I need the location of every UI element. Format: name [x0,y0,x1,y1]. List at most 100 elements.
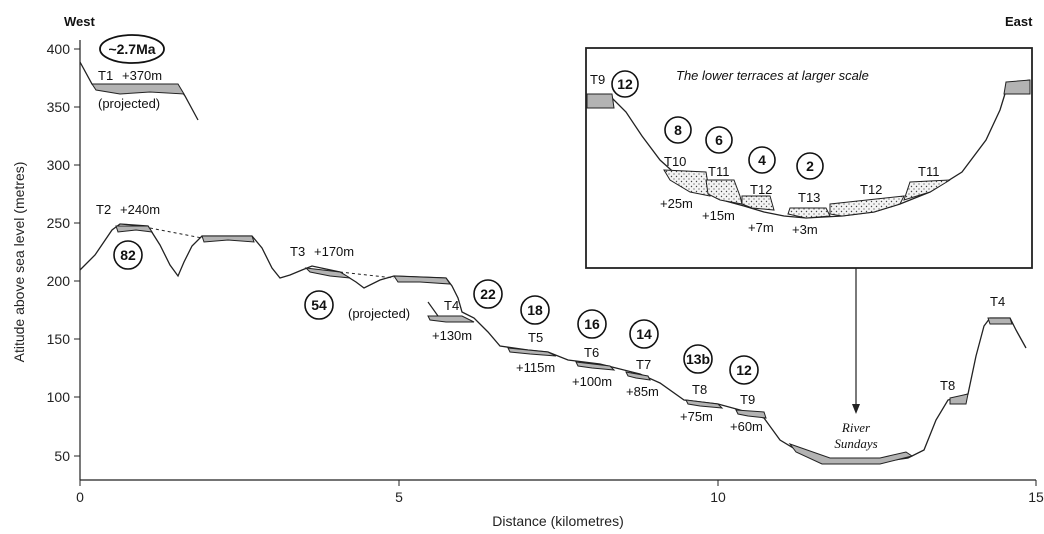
river-label-line2: Sundays [834,436,877,451]
inset-terrace-t12 [741,195,775,211]
age-label: 54 [311,297,327,313]
inset-terrace-height: +3m [792,222,818,237]
terrace-patch-t4 [427,315,475,323]
inset-age-label: 4 [758,152,766,168]
age-label: ~2.7Ma [108,41,155,57]
inset-terrace-name: T11 [918,164,939,179]
inset-age-label: 12 [617,76,633,92]
terrace-patch-east-t8 [949,393,969,405]
inset-arrow [852,268,860,414]
inset-terrace-name: T10 [664,154,686,169]
inset-terrace-t10 [663,169,711,197]
x-tick-label: 5 [395,489,403,505]
x-tick-label: 0 [76,489,84,505]
age-label: 82 [120,247,136,263]
x-axis-title: Distance (kilometres) [492,513,623,529]
west-label: West [64,14,95,29]
y-tick-label: 150 [47,331,71,347]
east-label: East [1005,14,1033,29]
y-tick-label: 300 [47,157,71,173]
axes: 50 100 150 200 250 300 350 400 0 5 10 15… [11,40,1044,529]
x-tick-label: 10 [710,489,726,505]
age-label: 13b [686,351,710,367]
inset-panel: The lower terraces at larger scale T9 T1… [585,47,1033,269]
y-axis-title: Atitude above sea level (metres) [11,162,27,363]
terrace-name: T8 [692,382,707,397]
inset-terrace-name: T11 [708,164,729,179]
age-markers: ~2.7Ma 82 54 22 18 16 14 13b 12 [99,34,759,385]
y-tick-label: 250 [47,215,71,231]
terrace-height: +85m [626,384,659,399]
inset-age-label: 6 [715,132,723,148]
inset-age-label: 2 [806,158,814,174]
terrace-patch-t2b [201,235,255,243]
x-ticks: 0 5 10 15 [76,480,1044,505]
terrace-name: T4 [444,298,459,313]
projection-line-t2 [149,227,203,239]
age-label: 22 [480,286,496,302]
terrace-patch-t9 [735,409,767,419]
terrace-name: T4 [990,294,1005,309]
age-label: 14 [636,326,652,342]
y-ticks: 50 100 150 200 250 300 350 400 [47,41,80,464]
age-ellipse [99,34,165,64]
terrace-patch-t2 [115,225,154,233]
inset-title: The lower terraces at larger scale [676,68,869,83]
inset-terrace-t11-right [903,179,951,201]
inset-terrace-patch-t9 [586,93,615,109]
inset-terrace-t13 [787,207,831,219]
terrace-name: T3 [290,244,305,259]
y-tick-label: 400 [47,41,71,57]
terrace-patch-t6 [575,361,616,371]
terrace-height: +100m [572,374,612,389]
y-tick-label: 50 [54,448,70,464]
inset-profile [587,79,1031,219]
inset-terrace-name: T12 [860,182,882,197]
terrace-height: +130m [432,328,472,343]
terrace-labels: T1 +370m T2 +240m T3 +170m T4 +130m T5 +… [96,68,1005,434]
inset-terrace-height: +25m [660,196,693,211]
inset-terrace-height: +7m [748,220,774,235]
t4-stub [427,301,439,317]
inset-terrace-height: +15m [702,208,735,223]
age-label: 18 [527,302,543,318]
terrace-name: T8 [940,378,955,393]
terrace-height: +240m [120,202,160,217]
inset-terrace-patch-right [1003,79,1031,95]
terrace-patch-t3b [393,275,451,285]
terrace-height: +115m [516,360,555,375]
age-label: 16 [584,316,600,332]
age-label: 12 [736,362,752,378]
river-label-line1: River [841,420,871,435]
terrace-height: +370m [122,68,162,83]
x-tick-label: 15 [1028,489,1044,505]
main-profile [79,61,1027,465]
terrace-patch-t7 [625,371,651,381]
terrace-height: +60m [730,419,763,434]
y-tick-label: 350 [47,99,71,115]
terrace-patch-t3 [304,267,351,279]
y-tick-label: 200 [47,273,71,289]
terrace-name: T2 [96,202,111,217]
inset-terrace-t12-right [829,195,905,217]
terrace-height: +75m [680,409,713,424]
inset-terrace-name: T12 [750,182,772,197]
inset-terrace-name: T9 [590,72,605,87]
terrace-patch-t8 [685,399,724,409]
projected-note-2: (projected) [348,306,410,321]
projected-note-1: (projected) [98,96,160,111]
terrace-name: T9 [740,392,755,407]
terrace-patch-t1 [91,83,185,95]
inset-age-label: 8 [674,122,682,138]
terrace-name: T1 [98,68,113,83]
terrace-patch-t5 [507,347,557,357]
terrace-patch-river [788,442,914,465]
inset-terrace-name: T13 [798,190,820,205]
terrace-patch-east-t4 [987,317,1013,325]
terrace-name: T5 [528,330,543,345]
terrace-height: +170m [314,244,354,259]
y-tick-label: 100 [47,389,71,405]
terrace-name: T6 [584,345,599,360]
terrace-name: T7 [636,357,651,372]
